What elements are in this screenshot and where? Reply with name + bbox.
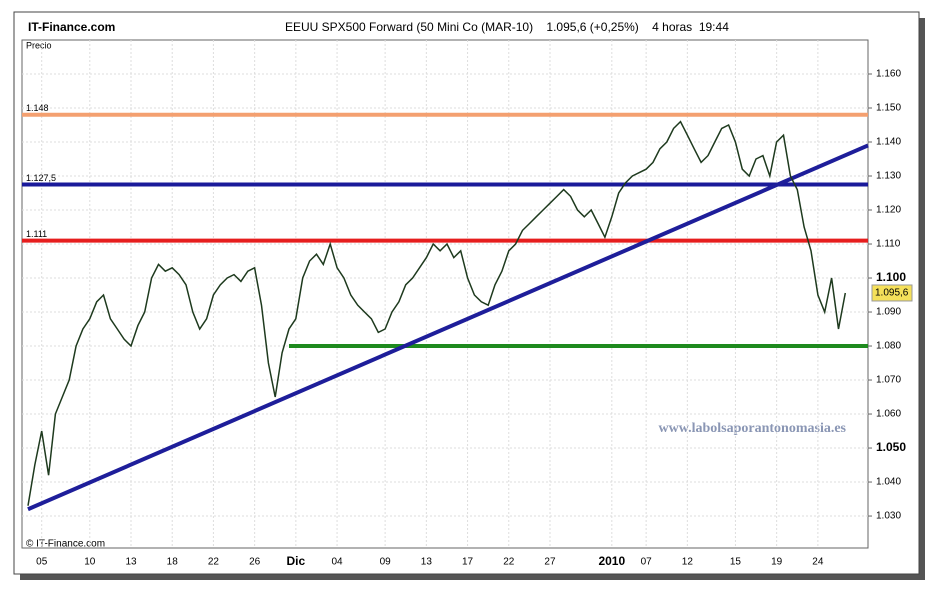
y-tick-label: 1.110 [876,239,901,250]
x-tick-label: 13 [125,557,137,568]
x-tick-label: 12 [682,557,694,568]
x-tick-label: 18 [167,557,179,568]
level-label: 1.111 [26,229,47,239]
x-tick-label: Dic [287,554,306,568]
y-tick-label: 1.030 [876,511,901,522]
price-line [27,120,847,506]
x-tick-label: 2010 [598,554,625,568]
y-tick-label: 1.130 [876,171,901,182]
y-tick-label: 1.100 [876,270,906,284]
chart-title: EEUU SPX500 Forward (50 Mini Co (MAR-10)… [285,20,729,34]
last-price-box [871,284,913,302]
x-tick-label: 13 [421,557,433,568]
y-tick-label: 1.060 [876,409,901,420]
y-tick-label: 1.090 [876,307,901,318]
y-tick-label: 1.050 [876,440,906,454]
x-tick-label: 04 [331,557,343,568]
y-tick-label: 1.070 [876,375,901,386]
y-tick-label: 1.040 [876,477,901,488]
plot-area [21,39,869,549]
x-tick-label: 17 [462,557,474,568]
x-tick-label: 05 [36,557,48,568]
copyright: © IT-Finance.com [26,539,105,550]
x-tick-label: 24 [812,557,824,568]
x-tick-label: 26 [249,557,261,568]
x-tick-label: 07 [641,557,653,568]
level-label: 1.127,5 [26,173,56,183]
y-tick-label: 1.080 [876,341,901,352]
y-tick-label: 1.140 [876,137,901,148]
y-tick-label: 1.120 [876,205,901,216]
last-price-label: 1.095,6 [875,288,909,299]
trendline [27,143,869,512]
x-tick-label: 22 [503,557,515,568]
x-tick-label: 27 [544,557,556,568]
x-tick-label: 10 [84,557,96,568]
y-axis-label: Precio [26,40,52,50]
x-tick-label: 22 [208,557,220,568]
x-tick-label: 19 [771,557,783,568]
y-tick-label: 1.160 [876,69,901,80]
watermark: www.labolsaporantonomasia.es [659,421,847,436]
brand: IT-Finance.com [28,20,115,34]
x-tick-label: 15 [730,557,742,568]
y-tick-label: 1.150 [876,103,901,114]
x-tick-label: 09 [380,557,392,568]
level-label: 1.148 [26,103,49,113]
